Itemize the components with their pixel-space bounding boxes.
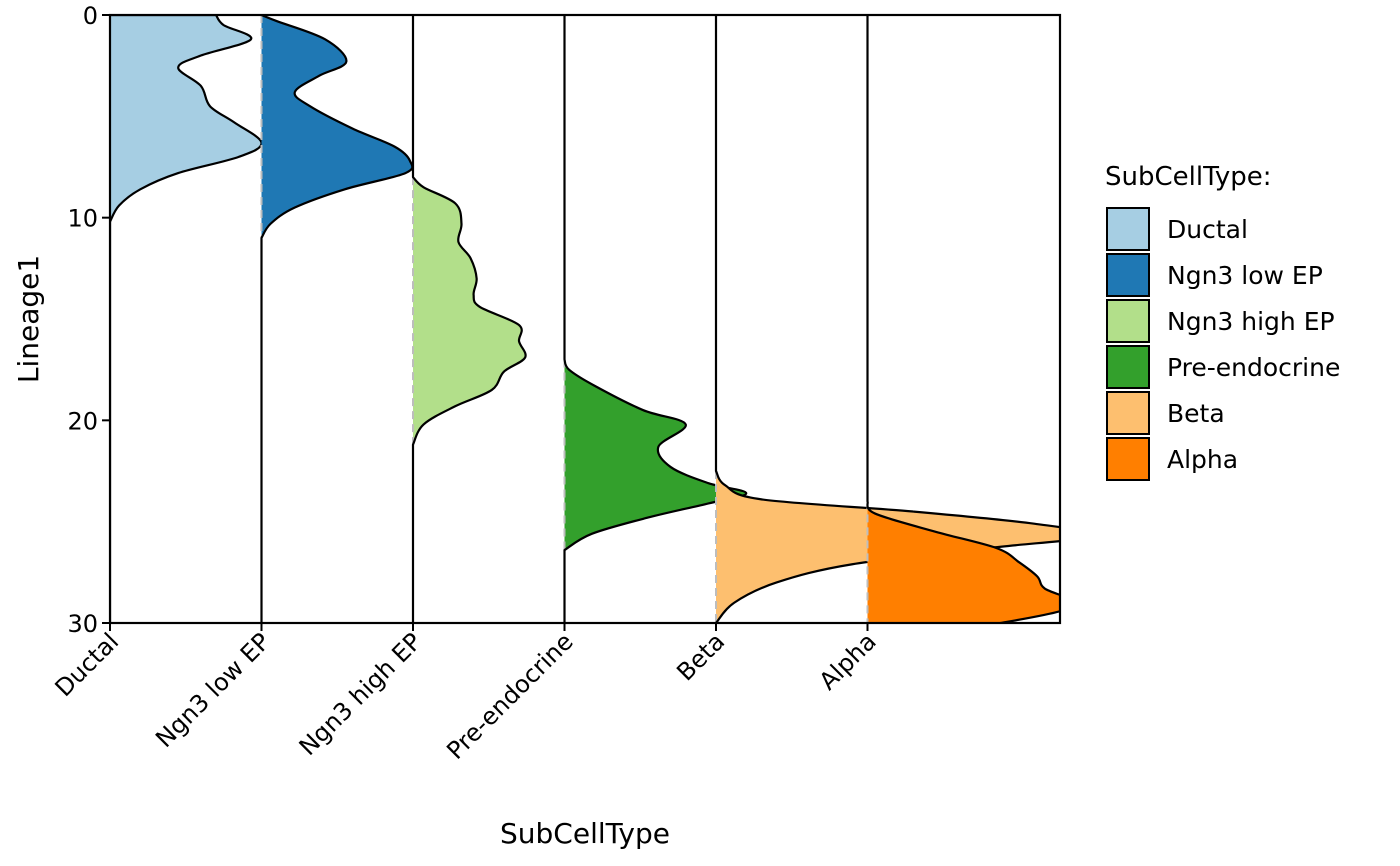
x-axis: Ductal Ngn3 low EP Ngn3 high EP Pre-endocri…: [50, 623, 882, 765]
ridge-fill-1: [261, 15, 413, 238]
legend-label: Ductal: [1167, 215, 1248, 244]
ridge-outline-3: [563, 15, 748, 623]
y-axis-title: Lineage1: [12, 255, 45, 383]
legend-swatch: [1106, 207, 1150, 251]
x-axis-title: SubCellType: [500, 817, 670, 850]
y-tick-label: 20: [67, 407, 98, 435]
y-axis: 0 10 20 30: [67, 2, 110, 638]
legend-label: Ngn3 low EP: [1167, 261, 1323, 290]
ridge-outline-0: [110, 15, 263, 623]
y-tick-label: 10: [67, 205, 98, 233]
legend-swatch: [1106, 299, 1150, 343]
x-tick-label: Pre-endocrine: [441, 627, 578, 764]
ridges-layer: [110, 15, 1060, 623]
ridge-outline-2: [411, 15, 527, 623]
legend-label: Pre-endocrine: [1167, 353, 1340, 382]
legend: SubCellType: Ductal Ngn3 low EP Ngn3 high …: [1105, 162, 1340, 481]
x-tick-label: Beta: [671, 627, 730, 686]
ridge-fill-5: [867, 501, 1060, 623]
legend-label: Ngn3 high EP: [1167, 307, 1335, 336]
x-tick-label: Ductal: [50, 627, 125, 702]
legend-swatch: [1106, 391, 1150, 435]
ridge-outline-1: [260, 15, 414, 623]
legend-title: SubCellType:: [1105, 162, 1272, 192]
ridge-fill-2: [413, 177, 526, 445]
legend-swatch: [1106, 253, 1150, 297]
legend-swatch: [1106, 345, 1150, 389]
ridge-outline-4: [714, 15, 1060, 623]
y-tick-label: 0: [83, 2, 98, 30]
ridge-fill-0: [110, 15, 262, 222]
panel-border: [108, 13, 1062, 625]
legend-label: Beta: [1167, 399, 1225, 428]
legend-swatch: [1106, 437, 1150, 481]
x-tick-label: Ngn3 low EP: [150, 627, 276, 753]
x-tick-label: Ngn3 high EP: [294, 627, 428, 761]
ridge-fill-3: [564, 359, 747, 551]
x-tick-label: Alpha: [814, 627, 882, 695]
y-tick-label: 30: [67, 610, 98, 638]
ridge-outline-5: [866, 15, 1060, 623]
legend-label: Alpha: [1167, 445, 1238, 474]
